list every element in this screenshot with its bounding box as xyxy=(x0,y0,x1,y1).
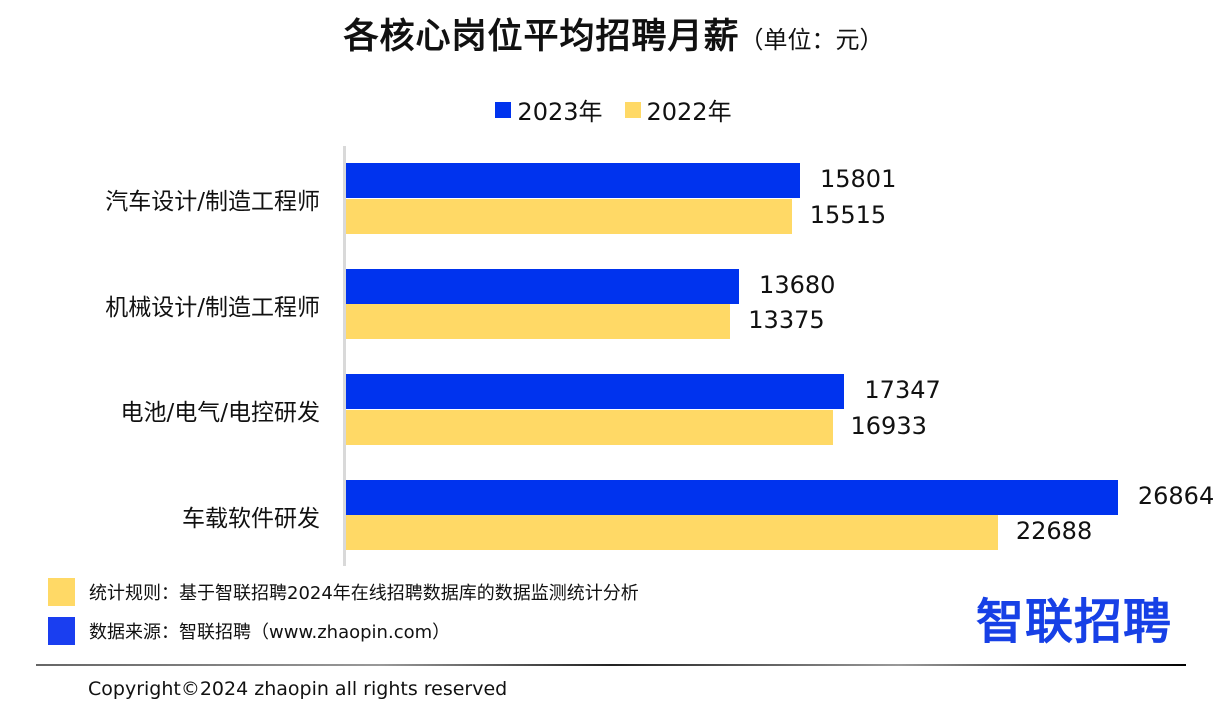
footer-divider xyxy=(36,664,1186,666)
logo-rest: 联招聘 xyxy=(1025,594,1173,650)
bar-2022 xyxy=(346,515,998,550)
legend-swatch-2023 xyxy=(495,101,512,118)
data-label: 13375 xyxy=(748,306,825,334)
chart-title-main: 各核心岗位平均招聘月薪 xyxy=(343,17,740,57)
legend-swatch-2022 xyxy=(624,101,641,118)
note-data-source: 数据来源：智联招聘（www.zhaopin.com） xyxy=(48,617,450,645)
legend-label-2023: 2023年 xyxy=(517,98,603,126)
chart-title: 各核心岗位平均招聘月薪（单位：元） xyxy=(0,8,1227,59)
chart-title-unit: （单位：元） xyxy=(739,26,884,54)
category-label: 电池/电气/电控研发 xyxy=(120,400,321,426)
note-stat-rule: 统计规则：基于智联招聘2024年在线招聘数据库的数据监测统计分析 xyxy=(48,578,639,606)
data-label: 17347 xyxy=(864,376,941,404)
note-swatch-yellow xyxy=(48,578,75,606)
y-axis-line xyxy=(343,146,346,566)
category-label: 机械设计/制造工程师 xyxy=(105,294,320,321)
bar-2022 xyxy=(346,304,731,339)
zhaopin-logo: 智联招聘 xyxy=(976,582,1172,652)
data-label: 16933 xyxy=(850,411,927,440)
data-label: 26864 xyxy=(1137,481,1215,510)
data-label: 13680 xyxy=(759,270,836,299)
bar-2023 xyxy=(346,163,800,198)
logo-first-char: 智 xyxy=(976,594,1026,650)
bar-2023 xyxy=(346,479,1118,515)
legend-item-2022: 2022年 xyxy=(624,92,732,127)
copyright-text: Copyright©2024 zhaopin all rights reserv… xyxy=(88,678,508,700)
bar-2022 xyxy=(346,409,833,445)
data-label: 15801 xyxy=(820,165,897,193)
legend-label-2022: 2022年 xyxy=(646,98,732,126)
bar-2023 xyxy=(346,374,845,409)
legend-item-2023: 2023年 xyxy=(495,92,603,127)
note-data-source-text: 数据来源：智联招聘（www.zhaopin.com） xyxy=(89,622,451,643)
legend: 2023年 2022年 xyxy=(0,92,1227,127)
data-label: 22688 xyxy=(1015,517,1093,545)
bar-2023 xyxy=(346,268,740,304)
note-stat-rule-text: 统计规则：基于智联招聘2024年在线招聘数据库的数据监测统计分析 xyxy=(89,583,639,604)
category-label: 车载软件研发 xyxy=(182,505,320,532)
bar-2022 xyxy=(346,198,792,234)
note-swatch-blue xyxy=(48,617,75,645)
data-label: 15515 xyxy=(809,200,887,229)
category-label: 汽车设计/制造工程师 xyxy=(105,189,320,215)
